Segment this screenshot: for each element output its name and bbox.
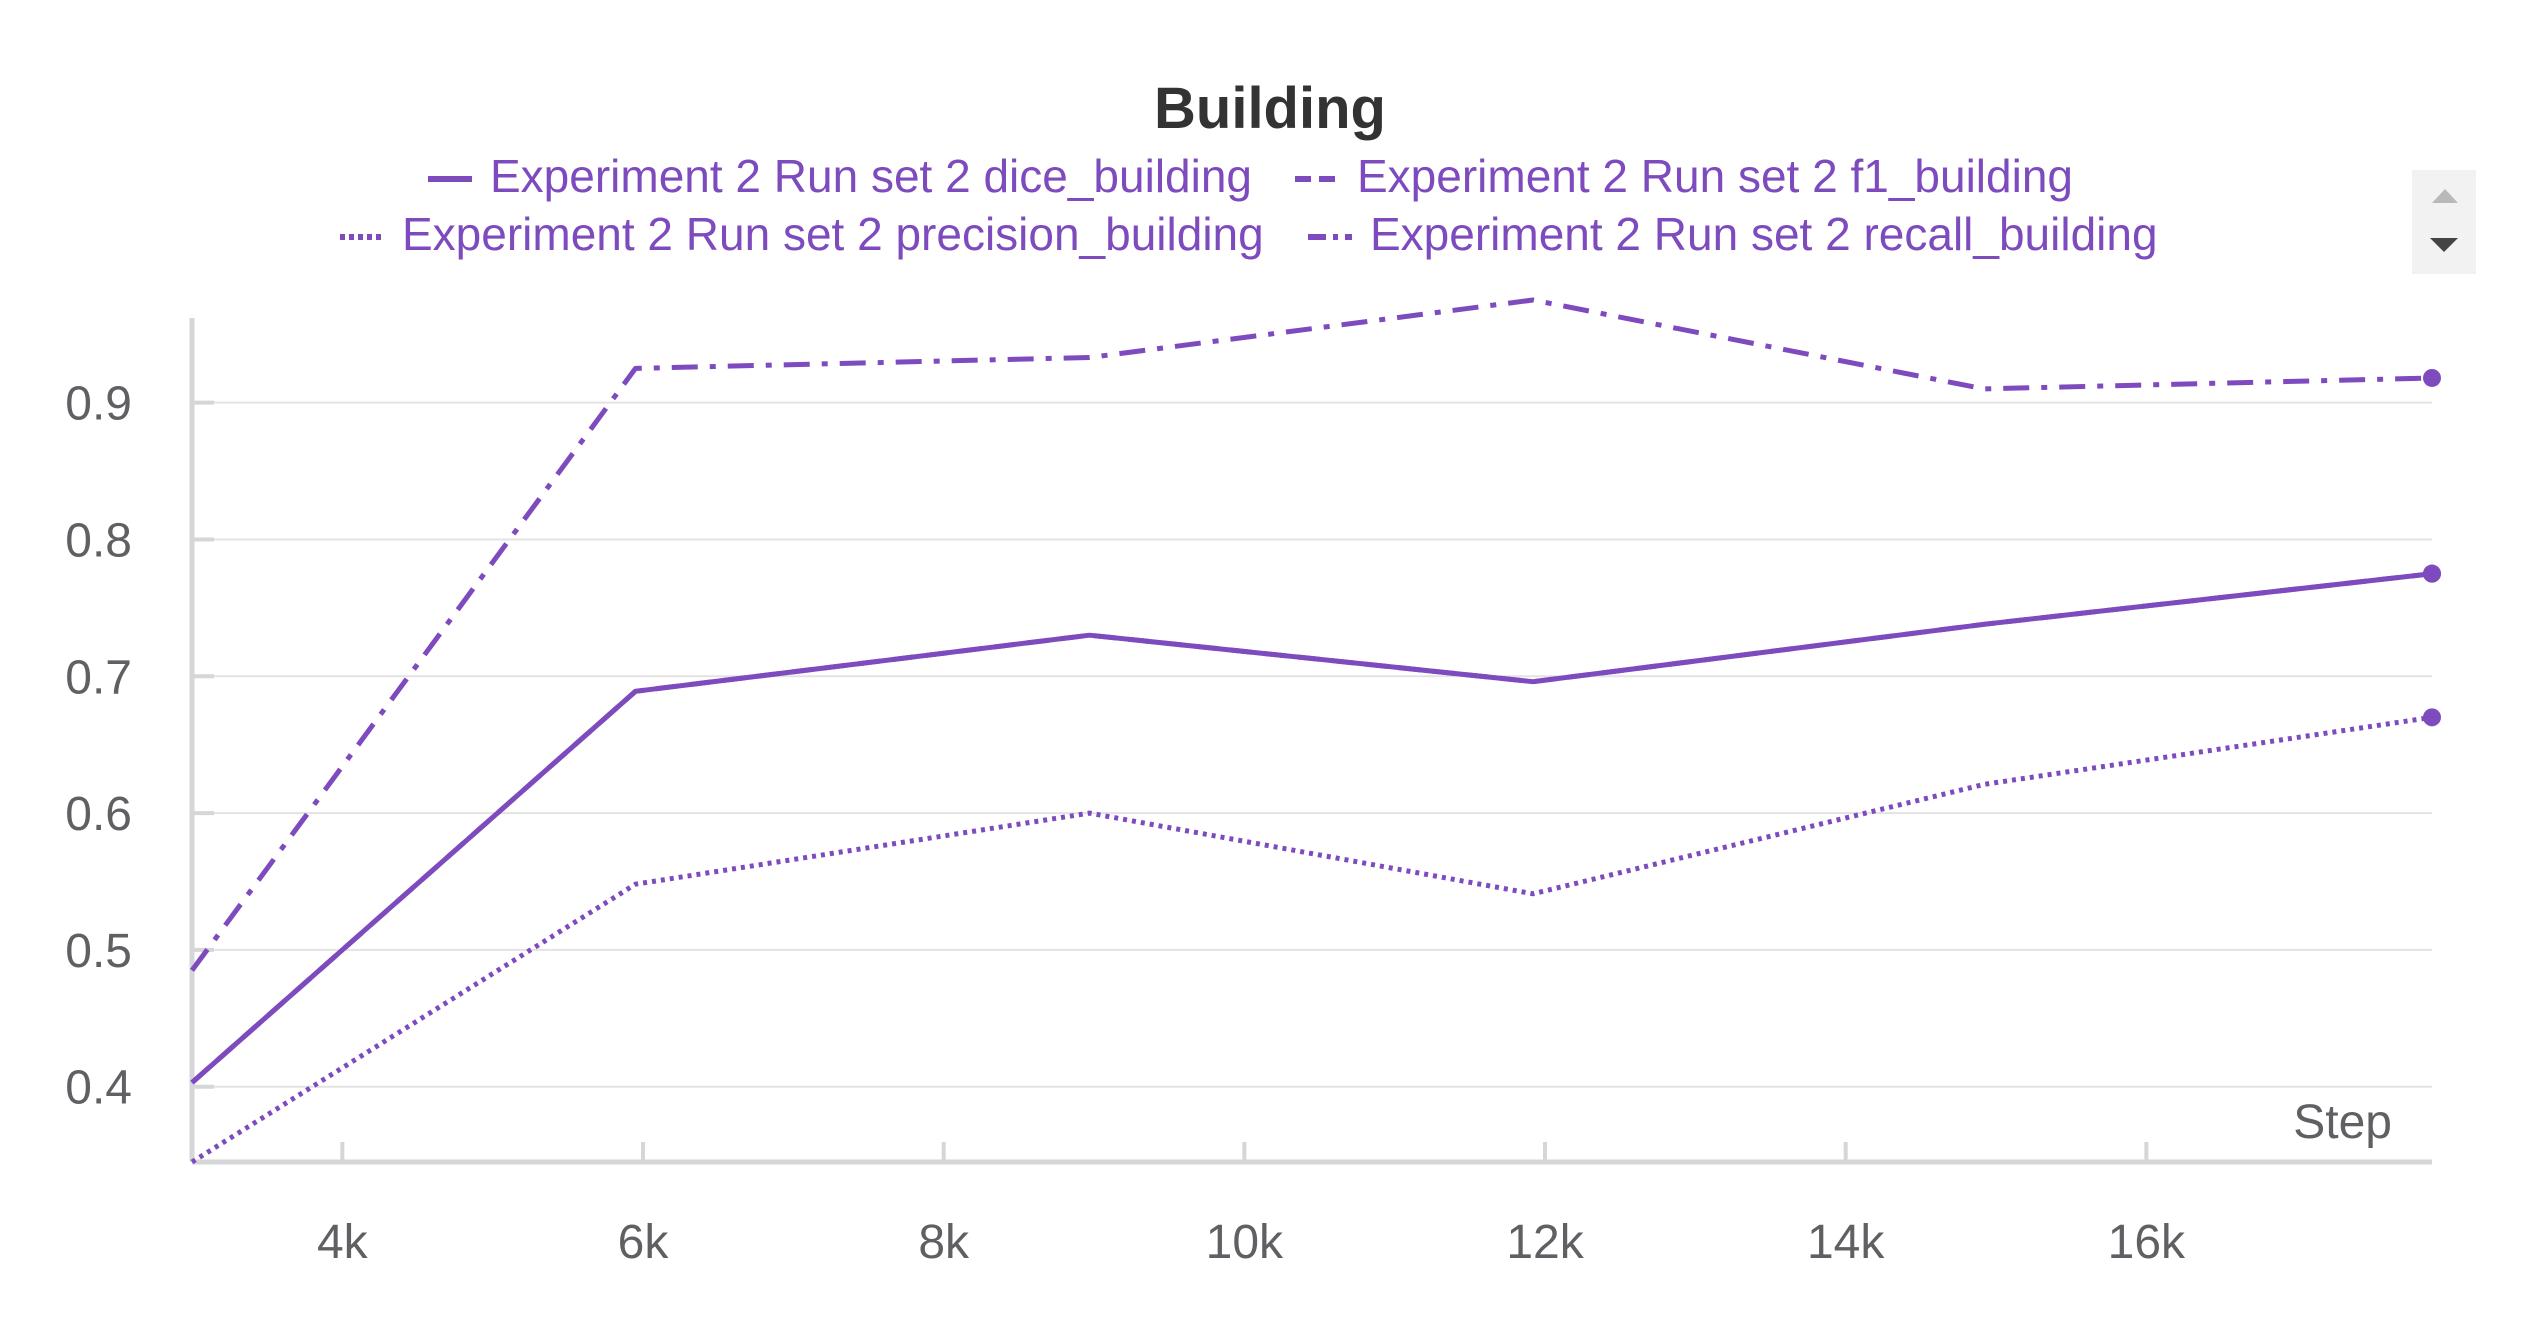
series-end-point: [2423, 564, 2441, 583]
legend-label: Experiment 2 Run set 2 recall_building: [1370, 208, 2158, 260]
x-axis-label: Step: [2293, 1096, 2392, 1149]
x-axis-ticks: 4k 6k 8k 10k 12k 14k 16k: [317, 1142, 2186, 1269]
series-line-dashed: [190, 571, 2433, 1085]
legend-item-solid[interactable]: Experiment 2 Run set 2 dice_building: [428, 150, 1252, 202]
x-tick-label: 4k: [317, 1216, 369, 1269]
y-tick-label: 0.7: [65, 651, 132, 704]
x-tick-label: 6k: [618, 1216, 670, 1269]
y-axis-ticks: 0.4 0.5 0.6 0.7 0.8 0.9: [65, 378, 214, 1115]
y-tick-label: 0.8: [65, 514, 132, 567]
legend-label: Experiment 2 Run set 2 dice_building: [490, 150, 1252, 202]
legend-label: Experiment 2 Run set 2 precision_buildin…: [402, 208, 1264, 260]
series-end-point: [2423, 708, 2441, 727]
series-lines: [189, 297, 2441, 1165]
legend-item-dotted[interactable]: Experiment 2 Run set 2 precision_buildin…: [340, 208, 1264, 260]
legend: Experiment 2 Run set 2 dice_building Expe…: [340, 150, 2158, 260]
y-tick-label: 0.6: [65, 788, 132, 841]
x-tick-label: 16k: [2108, 1216, 2186, 1269]
legend-item-dashed[interactable]: Experiment 2 Run set 2 f1_building: [1295, 150, 2073, 202]
x-tick-label: 14k: [1807, 1216, 1885, 1269]
legend-item-dashdot[interactable]: Experiment 2 Run set 2 recall_building: [1308, 208, 2158, 260]
triangle-up-icon[interactable]: [2432, 189, 2458, 203]
y-tick-label: 0.5: [65, 925, 132, 978]
x-tick-label: 12k: [1506, 1216, 1584, 1269]
x-tick-label: 8k: [918, 1216, 970, 1269]
series-line-dashdot: [189, 297, 2433, 972]
series-line-solid: [190, 571, 2433, 1085]
triangle-down-icon[interactable]: [2430, 238, 2458, 252]
legend-scroll[interactable]: [2412, 170, 2476, 274]
chart-title: Building: [1154, 76, 1386, 141]
axes: [189, 318, 2432, 1165]
y-tick-label: 0.9: [65, 378, 132, 431]
x-tick-label: 10k: [1206, 1216, 1284, 1269]
legend-scroll-track: [2412, 170, 2476, 274]
y-tick-label: 0.4: [65, 1062, 132, 1115]
legend-label: Experiment 2 Run set 2 f1_building: [1357, 150, 2073, 202]
series-line-dotted: [190, 714, 2433, 1165]
grid: [192, 401, 2432, 1088]
series-end-point: [2423, 368, 2441, 387]
